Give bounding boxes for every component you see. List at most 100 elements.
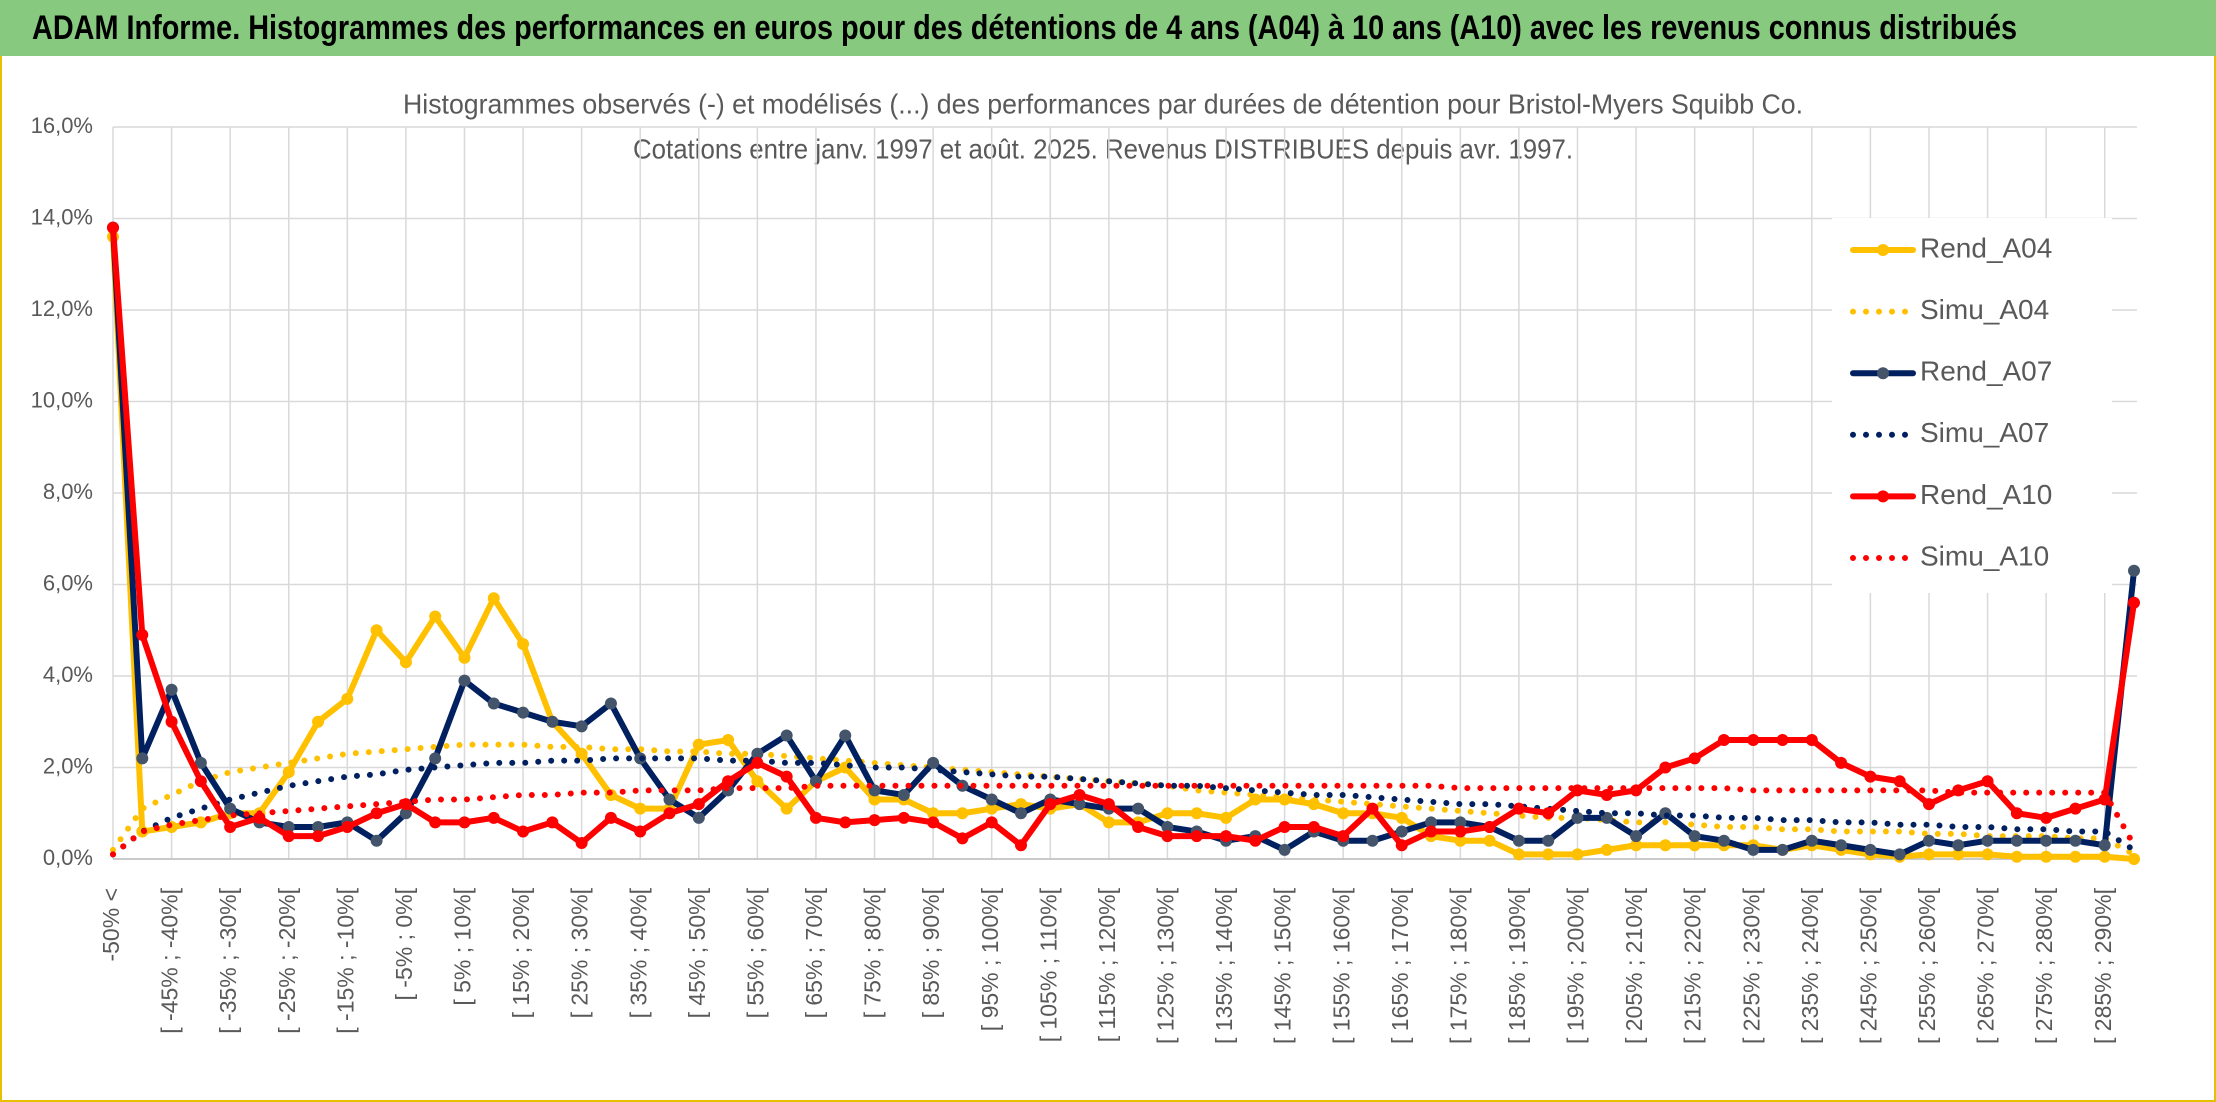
data-point	[1249, 834, 1262, 847]
y-tick-label: 10,0%	[31, 387, 93, 412]
x-tick-label: [ 115% ; 120%[	[1094, 887, 1120, 1042]
x-tick-label: [ 95% ; 100%[	[977, 887, 1003, 1031]
data-point	[458, 674, 471, 687]
data-point	[1366, 802, 1379, 815]
x-tick-label: [ 285% ; 290%[	[2090, 887, 2116, 1044]
data-point	[517, 637, 530, 650]
x-tick-label: [ 265% ; 270%[	[1973, 887, 1999, 1044]
data-point	[2010, 834, 2023, 847]
data-point	[985, 793, 998, 806]
data-point	[1395, 825, 1408, 838]
data-point	[546, 816, 559, 829]
data-point	[1483, 820, 1496, 833]
data-point	[2010, 850, 2023, 863]
data-point	[253, 811, 266, 824]
x-tick-label: [ 145% ; 150%[	[1270, 887, 1296, 1044]
data-point	[985, 802, 998, 815]
data-point	[429, 816, 442, 829]
data-point	[1512, 834, 1525, 847]
data-point	[1278, 843, 1291, 856]
data-point	[1425, 825, 1438, 838]
data-point	[634, 802, 647, 815]
data-point	[1776, 843, 1789, 856]
data-point	[809, 811, 822, 824]
data-point	[692, 811, 705, 824]
data-point	[2069, 834, 2082, 847]
data-point	[1630, 830, 1643, 843]
chart-subtitle: Cotations entre janv. 1997 et août. 2025…	[633, 133, 1573, 164]
data-point	[1542, 848, 1555, 861]
data-point	[282, 766, 295, 779]
data-point	[780, 729, 793, 742]
data-point	[1952, 839, 1965, 852]
x-tick-label: [ 205% ; 210%[	[1621, 887, 1647, 1044]
data-point	[1981, 775, 1994, 788]
data-point	[1395, 839, 1408, 852]
data-point	[1483, 834, 1496, 847]
data-point	[780, 770, 793, 783]
data-point	[1307, 820, 1320, 833]
data-point	[165, 683, 178, 696]
data-point	[194, 756, 207, 769]
y-tick-label: 14,0%	[31, 204, 93, 229]
y-tick-label: 8,0%	[43, 479, 93, 504]
data-point	[194, 775, 207, 788]
data-point	[429, 752, 442, 765]
data-point	[1512, 802, 1525, 815]
x-tick-label: [ 45% ; 50%[	[684, 887, 710, 1018]
data-point	[956, 807, 969, 820]
x-tick-label: [ -25% ; -20%[	[274, 887, 300, 1033]
chart-title: Histogrammes observés (-) et modélisés (…	[403, 88, 1803, 119]
data-point	[604, 811, 617, 824]
data-point	[282, 820, 295, 833]
legend-label: Simu_A04	[1920, 294, 2049, 325]
data-point	[2010, 807, 2023, 820]
data-point	[487, 592, 500, 605]
data-point	[2098, 850, 2111, 863]
data-point	[1922, 848, 1935, 861]
data-point	[370, 834, 383, 847]
data-point	[1132, 820, 1145, 833]
data-point	[897, 811, 910, 824]
data-point	[1688, 752, 1701, 765]
data-point	[575, 747, 588, 760]
data-point	[1630, 839, 1643, 852]
data-point	[312, 820, 325, 833]
data-point	[194, 816, 207, 829]
data-point	[1893, 775, 1906, 788]
data-point	[839, 816, 852, 829]
data-point	[751, 775, 764, 788]
data-point	[1161, 830, 1174, 843]
x-tick-label: [ 245% ; 250%[	[1855, 887, 1881, 1044]
data-point	[429, 610, 442, 623]
legend-box	[1832, 218, 2112, 593]
y-tick-label: 4,0%	[43, 662, 93, 687]
data-point	[1659, 761, 1672, 774]
data-point	[1835, 756, 1848, 769]
data-point	[663, 807, 676, 820]
data-point	[2098, 793, 2111, 806]
x-tick-label: [ 225% ; 230%[	[1738, 887, 1764, 1044]
x-tick-label: [ 195% ; 200%[	[1563, 887, 1589, 1044]
data-point	[2069, 802, 2082, 815]
data-point	[370, 807, 383, 820]
x-tick-label: [ 5% ; 10%[	[450, 887, 476, 1005]
x-tick-label: [ 275% ; 280%[	[2031, 887, 2057, 1044]
data-point	[722, 775, 735, 788]
x-tick-label: [ 215% ; 220%[	[1680, 887, 1706, 1044]
data-point	[1835, 839, 1848, 852]
legend-label: Rend_A07	[1920, 356, 2052, 387]
data-point	[1014, 798, 1027, 811]
data-point	[312, 715, 325, 728]
page-title: ADAM Informe. Histogrammes des performan…	[32, 9, 2017, 47]
data-point	[1454, 816, 1467, 829]
x-tick-label: [ 125% ; 130%[	[1153, 887, 1179, 1044]
data-point	[136, 752, 149, 765]
data-point	[1425, 816, 1438, 829]
data-point	[575, 836, 588, 849]
x-tick-label: [ 105% ; 110%[	[1035, 887, 1061, 1042]
data-point	[136, 628, 149, 641]
data-point	[312, 830, 325, 843]
legend-marker	[1877, 367, 1889, 380]
data-point	[517, 706, 530, 719]
